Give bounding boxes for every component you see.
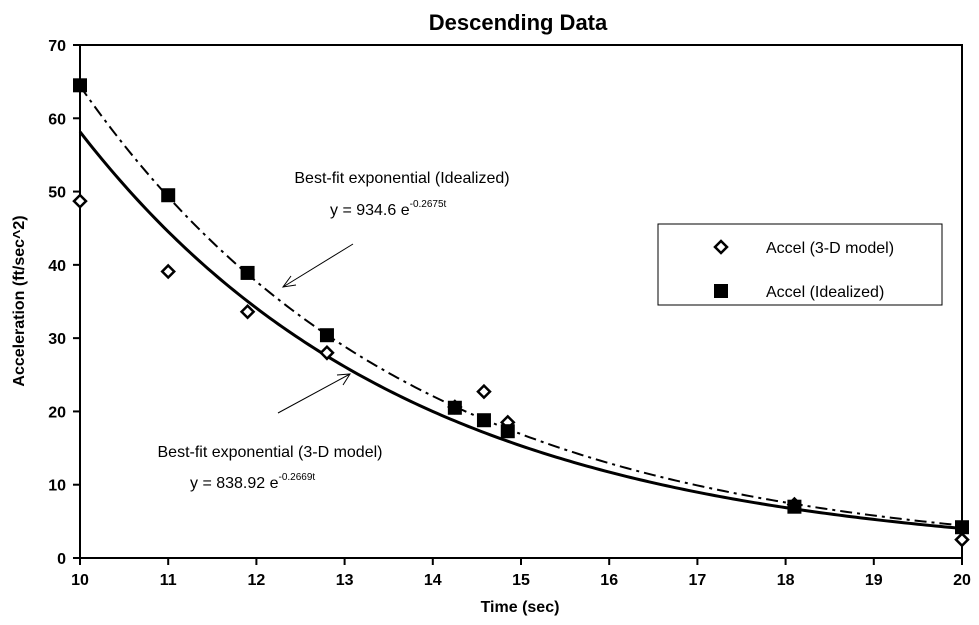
annotation-idealized-exponent: -0.2675t bbox=[410, 199, 447, 210]
fit-curve-3d-model bbox=[80, 132, 962, 529]
y-tick-label: 30 bbox=[48, 331, 66, 348]
marker-idealized bbox=[955, 520, 969, 534]
y-tick-label: 10 bbox=[48, 478, 66, 495]
x-tick-label: 19 bbox=[865, 572, 883, 589]
x-tick-label: 18 bbox=[777, 572, 795, 589]
x-axis-label: Time (sec) bbox=[481, 599, 560, 616]
y-tick-label: 40 bbox=[48, 258, 66, 275]
annotation-idealized-arrow bbox=[283, 244, 353, 287]
y-tick-label: 50 bbox=[48, 185, 66, 202]
x-axis-ticks: 10 11 12 13 14 15 16 17 18 19 20 bbox=[71, 558, 971, 589]
marker-idealized bbox=[787, 500, 801, 514]
x-tick-label: 10 bbox=[71, 572, 89, 589]
y-tick-label: 0 bbox=[57, 551, 66, 568]
annotation-3d-equation-prefix: y = 838.92 e bbox=[190, 475, 279, 492]
annotation-idealized-title: Best-fit exponential (Idealized) bbox=[294, 170, 509, 187]
x-tick-label: 12 bbox=[248, 572, 266, 589]
y-tick-label: 70 bbox=[48, 38, 66, 55]
marker-idealized bbox=[477, 413, 491, 427]
chart-title: Descending Data bbox=[429, 10, 608, 35]
y-axis-label: Acceleration (ft/sec^2) bbox=[11, 215, 28, 386]
legend-label-idealized: Accel (Idealized) bbox=[766, 284, 884, 301]
x-tick-label: 13 bbox=[336, 572, 354, 589]
annotation-idealized-equation: y = 934.6 e-0.2675t bbox=[330, 199, 447, 219]
x-tick-label: 16 bbox=[600, 572, 618, 589]
marker-idealized bbox=[73, 78, 87, 92]
legend-label-3d-model: Accel (3-D model) bbox=[766, 240, 894, 257]
marker-3d-model bbox=[956, 534, 968, 546]
marker-idealized bbox=[501, 424, 515, 438]
marker-3d-model bbox=[162, 265, 174, 277]
marker-idealized bbox=[448, 401, 462, 415]
annotation-idealized-equation-prefix: y = 934.6 e bbox=[330, 202, 410, 219]
marker-idealized bbox=[161, 188, 175, 202]
annotation-3d-title: Best-fit exponential (3-D model) bbox=[158, 444, 383, 461]
y-tick-label: 20 bbox=[48, 404, 66, 421]
x-tick-label: 14 bbox=[424, 572, 442, 589]
annotation-3d-arrow bbox=[278, 374, 350, 413]
marker-idealized bbox=[241, 266, 255, 280]
x-tick-label: 15 bbox=[512, 572, 530, 589]
y-tick-label: 60 bbox=[48, 111, 66, 128]
legend-marker-idealized bbox=[714, 284, 728, 298]
x-tick-label: 20 bbox=[953, 572, 971, 589]
x-tick-label: 11 bbox=[160, 572, 177, 589]
marker-3d-model bbox=[242, 306, 254, 318]
marker-idealized bbox=[320, 328, 334, 342]
x-tick-label: 17 bbox=[689, 572, 707, 589]
marker-3d-model bbox=[74, 195, 86, 207]
annotation-3d-exponent: -0.2669t bbox=[279, 472, 316, 483]
fit-curves bbox=[80, 86, 962, 528]
annotation-3d-equation: y = 838.92 e-0.2669t bbox=[190, 472, 315, 492]
legend: Accel (3-D model) Accel (Idealized) bbox=[658, 224, 948, 311]
y-axis-ticks: 0 10 20 30 40 50 60 70 bbox=[48, 38, 80, 568]
marker-3d-model bbox=[478, 386, 490, 398]
